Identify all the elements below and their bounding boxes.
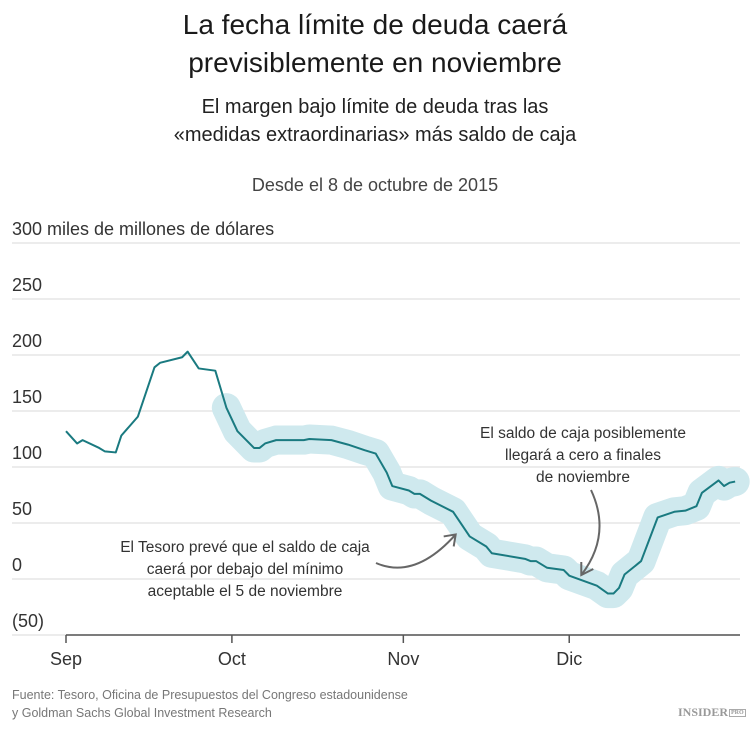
annotation-1-line: El Tesoro prevé que el saldo de caja [120,539,370,556]
annotation-1-line: aceptable el 5 de noviembre [148,583,343,600]
annotation-1-line: caerá por debajo del mínimo [147,561,343,578]
subtitle-line-2: «medidas extraordinarias» más saldo de c… [173,124,577,146]
source-line-2: y Goldman Sachs Global Investment Resear… [12,706,272,720]
annotation-2-line: llegará a cero a finales [505,447,661,464]
y-tick-label: 100 [12,443,42,463]
chart-title: La fecha límite de deuda caerá previsibl… [0,6,750,82]
annotation-2-arrow [580,489,601,576]
logo-badge: PRO [729,709,746,718]
source-line-1: Fuente: Tesoro, Oficina de Presupuestos … [12,688,408,702]
y-tick-label: 0 [12,555,22,575]
arrowhead-icon [580,562,594,577]
logo-text: INSIDER [678,705,729,719]
arrowhead-icon [443,533,457,547]
x-tick-label: Sep [50,649,82,669]
source-note: Fuente: Tesoro, Oficina de Presupuestos … [12,686,408,722]
subtitle-line-1: El margen bajo límite de deuda tras las [201,96,549,118]
insider-pro-logo: INSIDER PRO [678,705,746,720]
y-tick-label: 300 miles de millones de dólares [12,219,274,239]
y-tick-label: (50) [12,611,44,631]
y-tick-label: 200 [12,331,42,351]
annotation-2-line: El saldo de caja posiblemente [480,425,686,442]
date-line: Desde el 8 de octubre de 2015 [251,175,499,195]
title-line-2: previsiblemente en noviembre [188,47,562,78]
x-tick-label: Dic [556,649,582,669]
x-tick-label: Oct [218,649,246,669]
y-tick-label: 250 [12,275,42,295]
y-tick-label: 150 [12,387,42,407]
annotation-2-line: de noviembre [536,469,630,486]
x-tick-label: Nov [387,649,419,669]
chart-subtitle: El margen bajo límite de deuda tras las … [0,93,750,149]
annotation-1-arrow [375,533,457,569]
title-line-1: La fecha límite de deuda caerá [182,9,568,40]
y-tick-label: 50 [12,499,32,519]
